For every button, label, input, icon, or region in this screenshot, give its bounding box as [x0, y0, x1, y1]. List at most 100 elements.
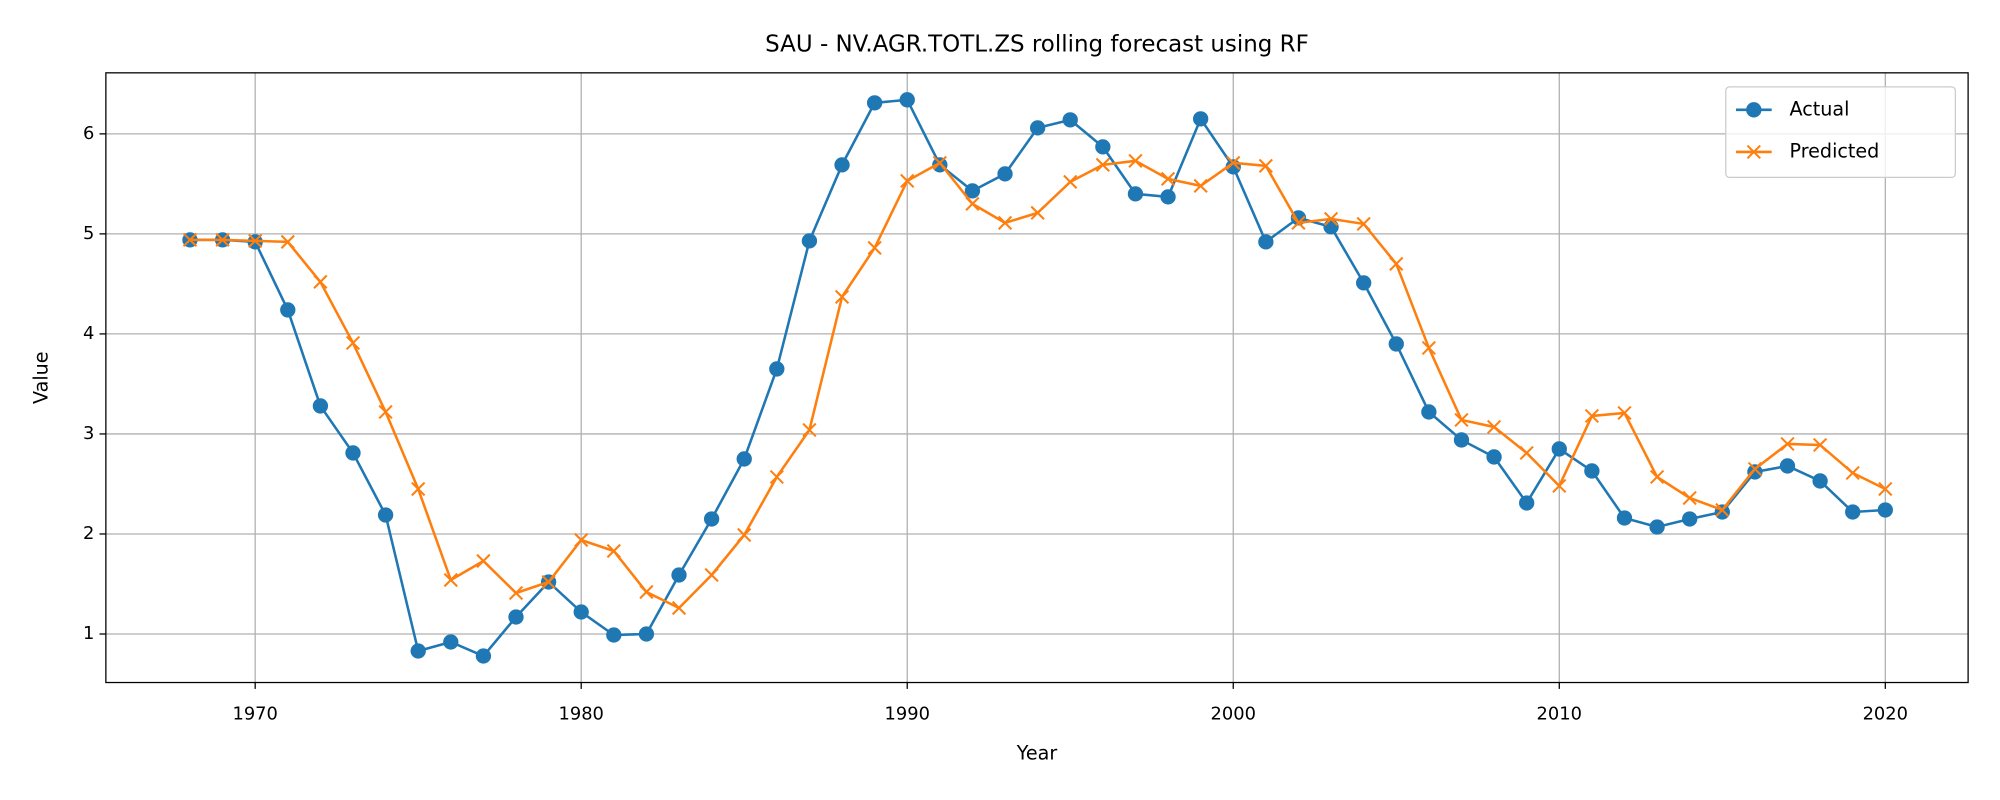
marker — [834, 289, 850, 305]
marker — [1649, 469, 1665, 485]
marker — [345, 445, 361, 461]
marker — [1160, 189, 1176, 205]
marker — [1127, 186, 1144, 202]
marker — [541, 574, 556, 590]
marker — [182, 232, 198, 247]
marker — [574, 532, 589, 548]
marker — [997, 166, 1013, 182]
marker — [1682, 511, 1698, 527]
marker — [899, 92, 915, 108]
marker — [1584, 463, 1600, 479]
marker — [1030, 205, 1045, 220]
marker — [932, 155, 947, 170]
marker — [215, 232, 230, 247]
marker — [1519, 495, 1535, 511]
legend: Actual Predicted — [1725, 86, 1956, 179]
marker — [671, 567, 687, 583]
marker — [964, 183, 981, 199]
marker — [1552, 478, 1567, 494]
x-tick-label: 2020 — [1863, 703, 1908, 724]
marker — [1258, 158, 1273, 173]
marker — [1291, 215, 1306, 230]
marker — [1682, 490, 1697, 506]
marker — [1193, 178, 1208, 193]
marker — [1649, 519, 1665, 535]
y-axis-label: Value — [30, 351, 53, 404]
marker — [1780, 436, 1795, 452]
marker — [1714, 504, 1730, 520]
marker — [997, 215, 1013, 230]
marker — [769, 361, 785, 377]
marker — [606, 543, 621, 559]
marker — [638, 626, 655, 642]
marker — [248, 233, 263, 248]
marker — [1845, 465, 1860, 481]
marker — [769, 469, 784, 485]
y-tick-label: 1 — [83, 623, 94, 644]
marker — [1421, 404, 1437, 420]
marker — [606, 627, 622, 643]
marker — [378, 404, 393, 420]
x-tick-label: 2000 — [1211, 703, 1256, 724]
marker — [1356, 216, 1371, 231]
x-tick-label: 1970 — [232, 703, 277, 724]
marker — [1486, 449, 1502, 465]
marker — [1715, 502, 1730, 518]
marker — [280, 234, 295, 249]
marker — [1258, 234, 1274, 250]
x-axis-label: Year — [1016, 741, 1058, 764]
x-tick-label: 1990 — [885, 703, 930, 724]
marker — [475, 648, 492, 664]
marker — [411, 481, 426, 497]
marker — [1747, 461, 1762, 477]
marker — [834, 157, 850, 173]
marker — [1519, 445, 1534, 461]
marker — [801, 233, 818, 249]
marker — [1812, 473, 1828, 489]
marker — [1128, 153, 1143, 168]
marker — [1878, 481, 1893, 497]
marker — [737, 527, 752, 543]
marker — [965, 196, 980, 211]
marker — [1617, 405, 1632, 421]
marker — [1193, 111, 1209, 127]
marker — [410, 643, 426, 659]
marker — [802, 422, 817, 438]
marker — [1421, 340, 1436, 356]
marker — [1095, 139, 1111, 155]
marker — [443, 572, 458, 588]
legend-label: Actual — [1790, 97, 1850, 120]
marker — [280, 302, 296, 318]
marker — [1454, 412, 1469, 428]
marker — [1813, 437, 1828, 453]
marker — [639, 584, 654, 600]
legend-box — [1725, 86, 1956, 179]
marker — [1356, 275, 1372, 291]
marker — [1389, 256, 1404, 271]
y-tick-label: 6 — [83, 123, 94, 144]
marker — [508, 585, 524, 601]
x-tick-label: 2010 — [1537, 703, 1582, 724]
legend-marker — [1746, 102, 1762, 118]
marker — [1551, 441, 1567, 457]
marker — [1388, 336, 1404, 352]
x-tick-label: 1980 — [558, 703, 603, 724]
marker — [313, 274, 328, 289]
chart-title: SAU - NV.AGR.TOTL.ZS rolling forecast us… — [765, 31, 1309, 57]
marker — [704, 567, 719, 583]
y-tick-label: 4 — [83, 323, 94, 344]
marker — [1323, 219, 1339, 235]
marker — [1029, 120, 1046, 136]
plot — [182, 92, 1893, 664]
marker — [867, 240, 882, 255]
y-tick-label: 5 — [83, 223, 94, 244]
marker — [443, 634, 459, 650]
marker — [671, 600, 687, 616]
marker — [1779, 458, 1796, 474]
y-tick-label: 3 — [83, 423, 94, 444]
legend-label: Predicted — [1790, 139, 1880, 162]
marker — [866, 95, 883, 111]
